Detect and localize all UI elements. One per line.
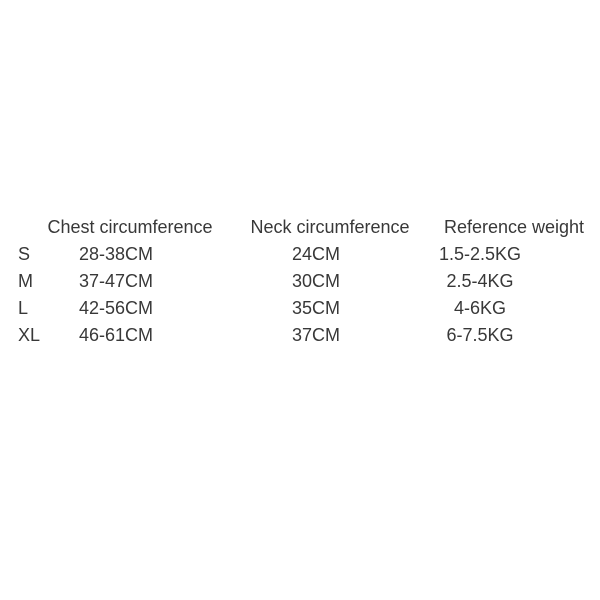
table-row-s: S 28-38CM 24CM 1.5-2.5KG xyxy=(0,241,600,268)
weight-value: 2.5-4KG xyxy=(446,271,514,291)
chest-value: 46-61CM xyxy=(78,325,154,345)
chest-value: 42-56CM xyxy=(78,298,154,318)
header-neck-circumference: Neck circumference xyxy=(250,217,410,237)
size-label: L xyxy=(18,298,29,318)
neck-value: 35CM xyxy=(291,298,340,318)
neck-value: 37CM xyxy=(291,325,340,345)
neck-value: 24CM xyxy=(291,244,340,264)
weight-value: 6-7.5KG xyxy=(446,325,514,345)
neck-value: 30CM xyxy=(291,271,340,291)
chest-value: 37-47CM xyxy=(78,271,154,291)
chest-value: 28-38CM xyxy=(78,244,154,264)
size-label: M xyxy=(18,271,33,291)
size-label: S xyxy=(18,244,31,264)
size-label: XL xyxy=(18,325,41,345)
weight-value: 4-6KG xyxy=(453,298,507,318)
size-chart-table: Chest circumference Neck circumference R… xyxy=(0,214,600,349)
weight-value: 1.5-2.5KG xyxy=(438,244,522,264)
table-row-xl: XL 46-61CM 37CM 6-7.5KG xyxy=(0,322,600,349)
table-row-l: L 42-56CM 35CM 4-6KG xyxy=(0,295,600,322)
table-row-m: M 37-47CM 30CM 2.5-4KG xyxy=(0,268,600,295)
size-chart-header-row: Chest circumference Neck circumference R… xyxy=(0,214,600,241)
header-chest-circumference: Chest circumference xyxy=(47,217,213,237)
header-reference-weight: Reference weight xyxy=(443,217,585,237)
